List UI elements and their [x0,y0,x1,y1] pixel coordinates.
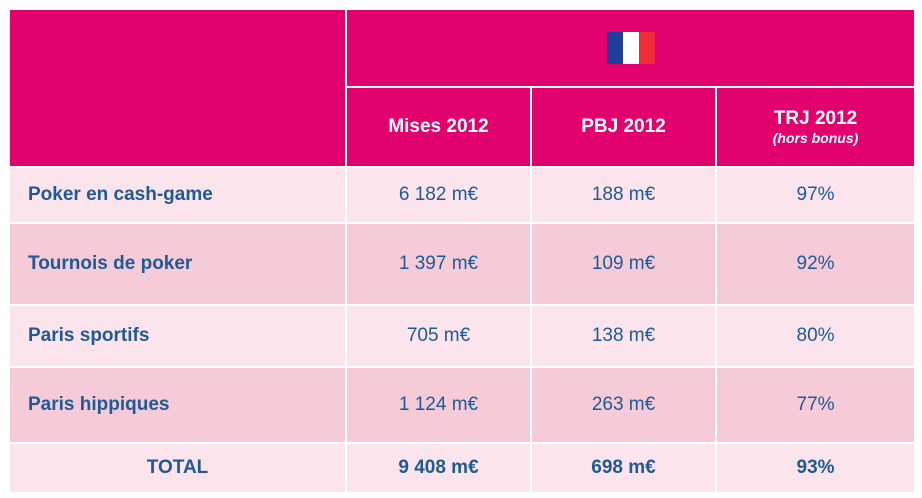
row-label: Tournois de poker [8,222,347,306]
row-label: Paris sportifs [8,304,347,368]
cell: 109 m€ [530,222,717,306]
table-row: Paris sportifs 705 m€ 138 m€ 80% [8,304,917,368]
total-cell: 9 408 m€ [345,442,532,494]
total-row: TOTAL 9 408 m€ 698 m€ 93% [8,442,917,494]
cell: 1 124 m€ [345,366,532,444]
table-row: Tournois de poker 1 397 m€ 109 m€ 92% [8,222,917,306]
cell: 77% [714,366,917,444]
column-title: Mises 2012 [388,116,489,137]
column-header: PBJ 2012 [530,86,717,168]
cell: 97% [714,166,917,224]
cell: 80% [714,304,917,368]
table: Mises 2012 PBJ 2012 TRJ 2012 (hors bonus) P… [8,8,917,494]
column-subtitle: (hors bonus) [772,130,859,146]
cell: 188 m€ [530,166,717,224]
flag-cell [344,8,917,88]
cell: 1 397 m€ [345,222,532,306]
cell: 705 m€ [345,304,532,368]
total-cell: 93% [714,442,917,494]
cell: 92% [714,222,917,306]
table-row: Poker en cash-game 6 182 m€ 188 m€ 97% [8,166,917,224]
corner-cell [8,8,347,168]
cell: 263 m€ [530,366,717,444]
column-header: Mises 2012 [345,86,532,168]
cell: 6 182 m€ [345,166,532,224]
column-header: TRJ 2012 (hors bonus) [714,86,917,168]
row-label: Paris hippiques [8,366,347,444]
table-row: Paris hippiques 1 124 m€ 263 m€ 77% [8,366,917,444]
column-title: PBJ 2012 [581,116,666,137]
row-label: Poker en cash-game [8,166,347,224]
total-cell: 698 m€ [530,442,717,494]
total-label: TOTAL [8,442,347,494]
column-title: TRJ 2012 [773,108,858,129]
france-flag [606,32,655,64]
cell: 138 m€ [530,304,717,368]
